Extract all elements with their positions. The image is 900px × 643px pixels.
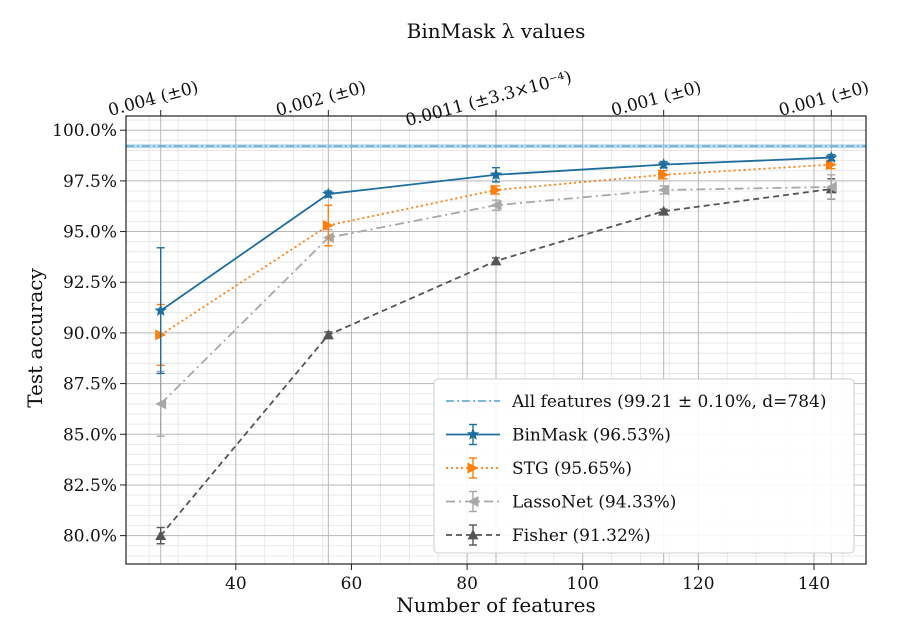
star-marker: [154, 303, 168, 317]
triangle-up-marker: [322, 329, 334, 340]
legend-label: STG (95.65%): [512, 459, 632, 479]
x-tick-label: 60: [341, 574, 363, 594]
star-marker: [466, 427, 480, 440]
y-tick-label: 100.0%: [52, 121, 117, 141]
triangle-right-marker: [490, 184, 502, 196]
y-axis-label: Test accuracy: [23, 268, 47, 408]
x-axis-label: Number of features: [396, 593, 595, 617]
triangle-right-marker: [658, 169, 670, 181]
triangle-left-marker: [155, 398, 167, 410]
star-marker: [824, 150, 838, 163]
series-group: [154, 150, 838, 375]
legend-label: Fisher (91.32%): [512, 526, 651, 546]
x-tick-label: 140: [798, 574, 830, 594]
top-tick-label: 0.001 (±0): [777, 78, 871, 121]
triangle-right-marker: [467, 462, 479, 474]
triangle-left-marker: [825, 181, 837, 193]
legend-label: BinMask (96.53%): [512, 426, 671, 446]
y-tick-label: 90.0%: [63, 324, 117, 344]
x-tick-label: 80: [456, 574, 478, 594]
legend-label: All features (99.21 ± 0.10%, d=784): [511, 392, 827, 412]
triangle-right-marker: [322, 219, 334, 231]
y-tick-label: 87.5%: [63, 375, 117, 395]
x-tick-label: 120: [682, 574, 714, 594]
y-tick-label: 80.0%: [63, 527, 117, 547]
y-tick-label: 82.5%: [63, 476, 117, 496]
triangle-up-marker: [155, 530, 167, 541]
triangle-up-marker: [490, 255, 502, 266]
x-tick-label: 40: [225, 574, 247, 594]
top-tick-label: 0.001 (±0): [609, 78, 703, 121]
star-marker: [657, 158, 671, 171]
legend-box: [433, 378, 855, 554]
x-tick-label: 100: [566, 574, 598, 594]
top-tick-label: 0.0011 (±3.3×10⁻⁴): [403, 67, 573, 131]
chart-title: BinMask λ values: [407, 19, 586, 43]
triangle-left-marker: [467, 496, 479, 507]
top-tick-label: 0.002 (±0): [274, 78, 368, 121]
legend-label: LassoNet (94.33%): [512, 493, 676, 513]
triangle-up-marker: [467, 529, 479, 540]
legend: All features (99.21 ± 0.10%, d=784) BinMa…: [433, 378, 855, 554]
triangle-up-marker: [658, 205, 670, 216]
y-tick-label: 97.5%: [63, 172, 117, 192]
y-tick-label: 85.0%: [63, 425, 117, 445]
star-marker: [321, 187, 335, 200]
star-marker: [489, 168, 503, 181]
triangle-left-marker: [490, 199, 502, 211]
top-tick-label: 0.004 (±0): [106, 78, 200, 121]
y-tick-label: 95.0%: [63, 223, 117, 243]
triangle-left-marker: [658, 184, 670, 196]
y-tick-label: 92.5%: [63, 273, 117, 293]
reference-line-group: [126, 144, 866, 149]
series-group: [154, 150, 838, 545]
